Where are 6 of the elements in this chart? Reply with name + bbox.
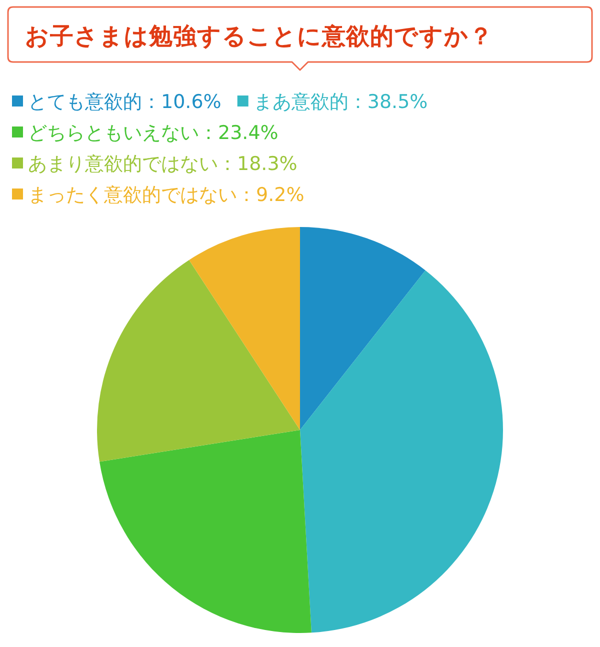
legend-label: どちらともいえない：23.4% xyxy=(28,122,278,144)
legend-label: とても意欲的：10.6% xyxy=(28,91,222,113)
legend-label: まあ意欲的：38.5% xyxy=(253,91,428,113)
legend-label: あまり意欲的ではない：18.3% xyxy=(28,153,298,175)
chart-title: お子さまは勉強することに意欲的ですか？ xyxy=(25,22,493,50)
legend-label: まったく意欲的ではない：9.2% xyxy=(28,184,304,206)
